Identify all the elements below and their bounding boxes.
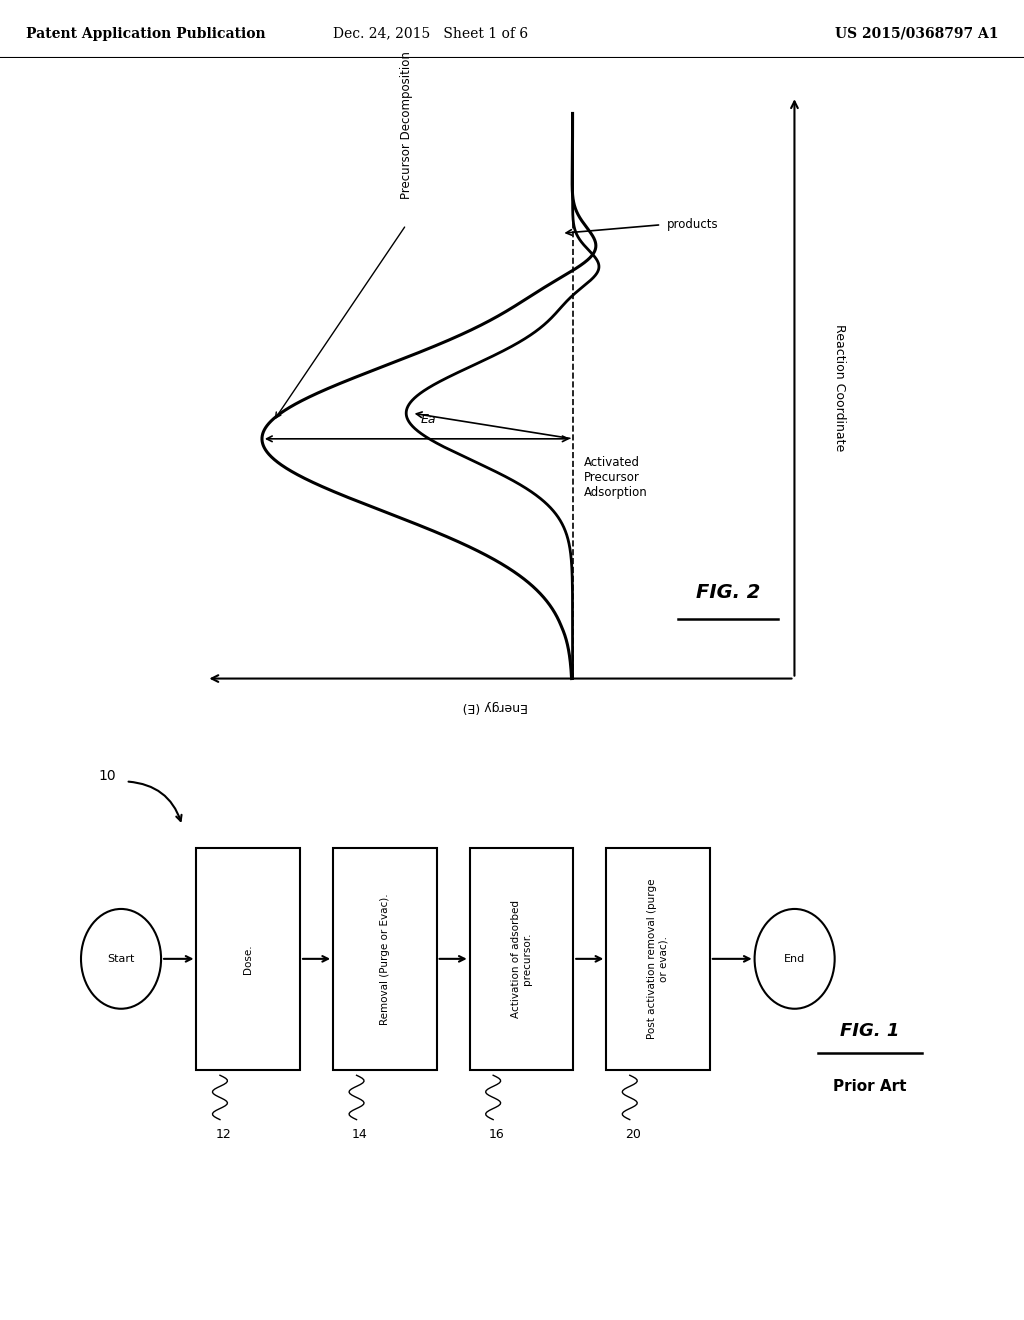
Bar: [470, 847, 573, 1069]
Text: Start: Start: [108, 954, 135, 964]
Text: FIG. 2: FIG. 2: [695, 583, 760, 602]
Text: 12: 12: [215, 1127, 231, 1140]
Text: US 2015/0368797 A1: US 2015/0368797 A1: [835, 26, 998, 41]
Text: Precursor Decomposition: Precursor Decomposition: [399, 51, 413, 199]
Text: products: products: [667, 218, 719, 231]
Text: Patent Application Publication: Patent Application Publication: [26, 26, 265, 41]
Text: End: End: [784, 954, 805, 964]
Text: Activation of adsorbed
precursor.: Activation of adsorbed precursor.: [511, 900, 532, 1018]
Text: FIG. 1: FIG. 1: [841, 1022, 900, 1040]
Text: 14: 14: [352, 1127, 368, 1140]
Bar: [333, 847, 436, 1069]
Text: Dose.: Dose.: [244, 944, 253, 974]
Bar: [197, 847, 300, 1069]
Bar: [606, 847, 710, 1069]
Text: 16: 16: [488, 1127, 504, 1140]
Text: Ea: Ea: [421, 413, 436, 426]
Text: Removal (Purge or Evac).: Removal (Purge or Evac).: [380, 894, 390, 1024]
Text: Reaction Coordinate: Reaction Coordinate: [834, 323, 846, 451]
Text: Dec. 24, 2015   Sheet 1 of 6: Dec. 24, 2015 Sheet 1 of 6: [333, 26, 527, 41]
Text: Post activation removal (purge
or evac).: Post activation removal (purge or evac).: [647, 879, 669, 1039]
Text: 20: 20: [625, 1127, 641, 1140]
Text: Activated
Precursor
Adsorption: Activated Precursor Adsorption: [584, 455, 647, 499]
Text: Energy (E): Energy (E): [462, 700, 527, 713]
Text: Prior Art: Prior Art: [834, 1078, 906, 1094]
Text: 10: 10: [98, 768, 117, 783]
